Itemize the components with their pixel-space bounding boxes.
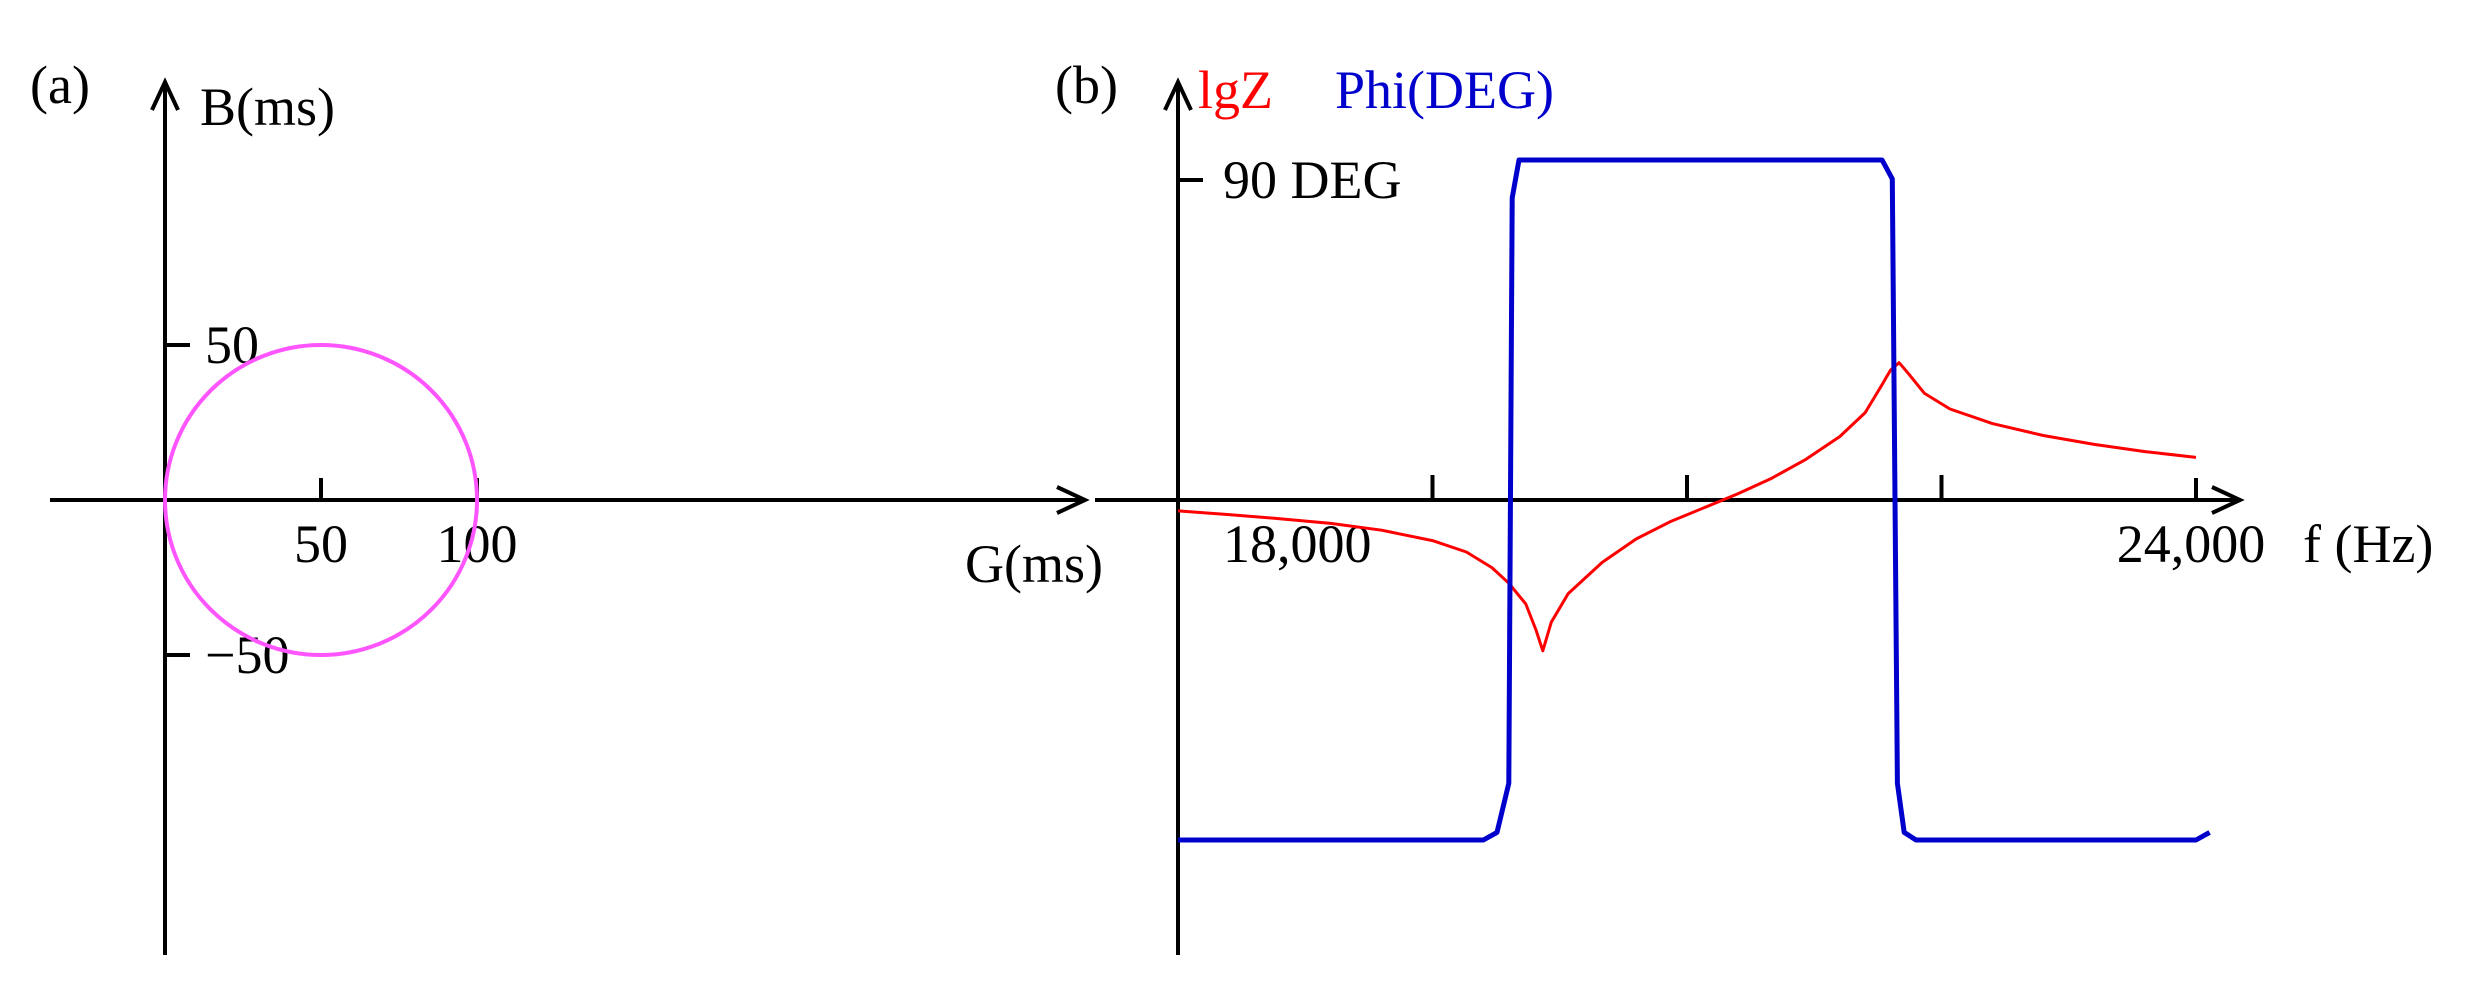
series-phi-line (1178, 157, 2211, 843)
panel-b-ylabel-lgz: lgZ (1198, 60, 1273, 120)
panel-a-admittance-circle (163, 343, 479, 657)
panel-b-x-axis-label: f (Hz) (2303, 514, 2433, 574)
panel-b-y-tick-label-0: 90 DEG (1223, 150, 1401, 210)
panel-a-y-axis-label: B(ms) (200, 77, 335, 137)
panel-a-y-tick-label-1: −50 (205, 625, 289, 685)
panel-a-y-tick-label-0: 50 (205, 315, 259, 375)
series-lgz-line (1177, 361, 2197, 653)
panel-b-series (1177, 157, 2211, 843)
panel-a-x-axis-label: G(ms) (965, 534, 1103, 594)
panel-a-label: (a) (30, 55, 90, 115)
panel-b-ylabel-phi: Phi(DEG) (1335, 60, 1554, 120)
panel-b-label: (b) (1055, 55, 1118, 115)
panel-b-x-tick-label-0: 18,000 (1223, 514, 1372, 574)
panel-b-x-tick-label-1: 24,000 (2117, 514, 2266, 574)
panel-a-series (163, 343, 479, 657)
panel-b: (b) lgZ Phi(DEG) f (Hz) 18,000 24,000 90 D… (1055, 55, 2433, 955)
panel-b-ticks: 18,000 24,000 90 DEG (1176, 150, 2266, 574)
panel-a-x-tick-label-0: 50 (294, 514, 348, 574)
